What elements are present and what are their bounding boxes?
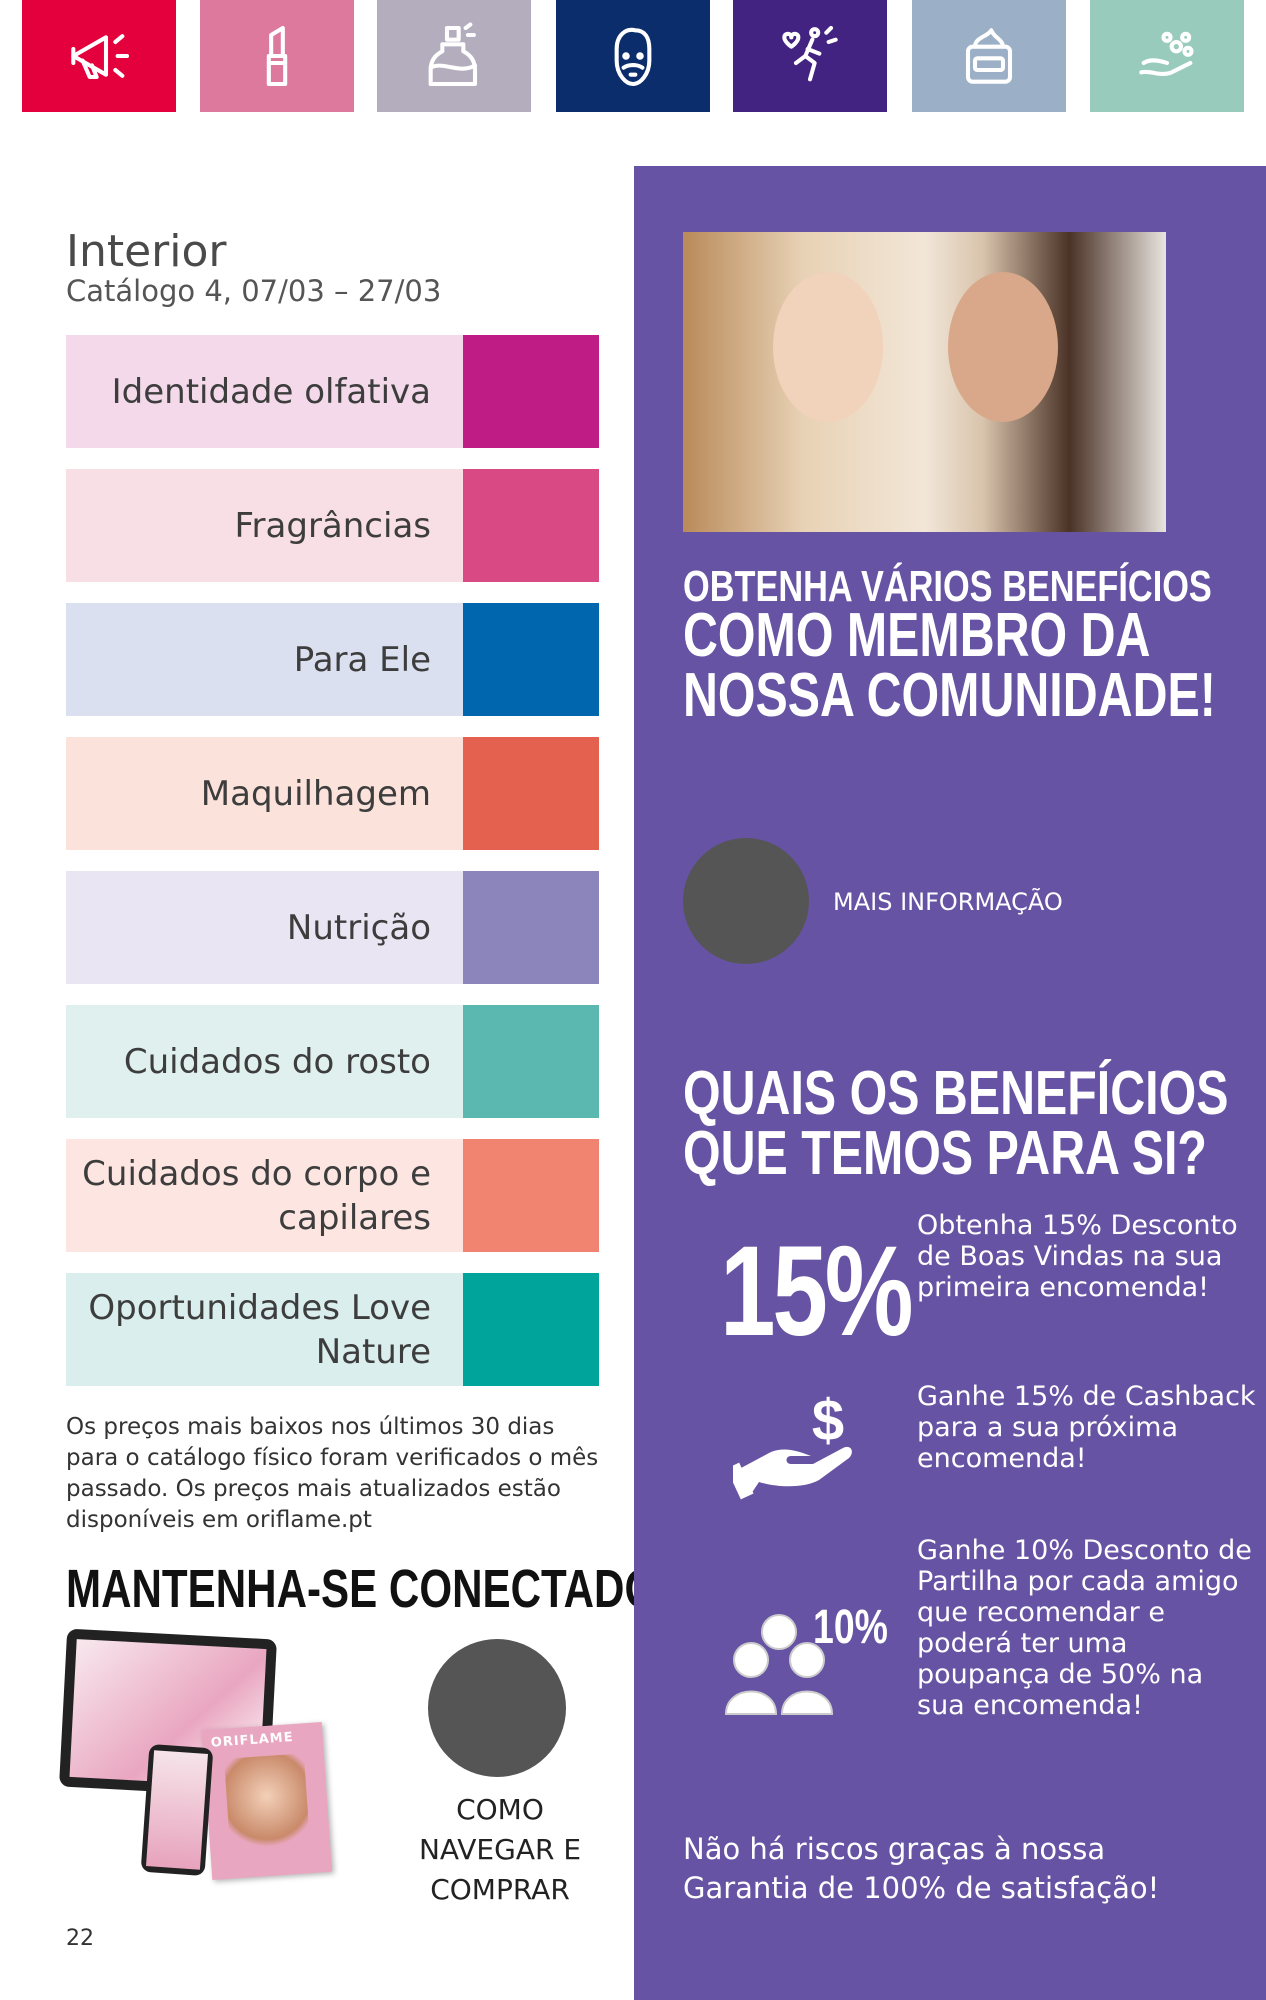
badge-10-percent: 10% (813, 1601, 888, 1654)
bearded-man-icon (614, 27, 652, 87)
category-link[interactable]: Para Ele (66, 603, 599, 716)
category-label: Identidade olfativa (66, 335, 463, 448)
wellness-runner-icon (782, 25, 838, 82)
cream-jar-icon (965, 28, 1013, 84)
category-tile-makeup[interactable] (200, 0, 354, 112)
guarantee-line: Não há riscos graças à nossa (683, 1832, 1106, 1866)
category-label: Nutrição (66, 871, 463, 984)
phone (140, 1743, 214, 1877)
category-link[interactable]: Oportunidades Love Nature (66, 1273, 599, 1386)
washing-hand-icon (1139, 31, 1194, 77)
category-color-swatch (463, 871, 599, 984)
more-info-link[interactable]: MAIS INFORMAÇÃO (833, 888, 1063, 916)
category-color-swatch (463, 737, 599, 850)
satisfaction-guarantee: Não há riscos graças à nossa Garantia de … (683, 1830, 1159, 1908)
qr-code-placeholder[interactable] (683, 838, 809, 964)
svg-text:$: $ (812, 1388, 844, 1453)
group-icon (724, 1614, 834, 1715)
category-color-swatch (463, 603, 599, 716)
category-link[interactable]: Fragrâncias (66, 469, 599, 582)
category-link[interactable]: Cuidados do rosto (66, 1005, 599, 1118)
category-tile-body-care[interactable] (1090, 0, 1244, 112)
headline-benefits: OBTENHA VÁRIOS BENEFÍCIOS (683, 562, 1212, 611)
category-label: Para Ele (66, 603, 463, 716)
devices-illustration: ORIFLAME (57, 1626, 342, 1886)
face-right (948, 272, 1058, 422)
category-label: Cuidados do corpo e capilares (66, 1139, 463, 1252)
badge-15-percent: 15% (720, 1220, 914, 1363)
category-link[interactable]: Identidade olfativa (66, 335, 599, 448)
guarantee-line: Garantia de 100% de satisfação! (683, 1871, 1160, 1905)
category-tile-promotions[interactable] (22, 0, 176, 112)
phone-screen (146, 1750, 208, 1870)
women-smiling-photo (683, 232, 1166, 532)
perfume-icon (428, 22, 478, 87)
category-tile-for-him[interactable] (556, 0, 710, 112)
benefit-referral: Ganhe 10% Desconto de Partilha por cada … (917, 1535, 1252, 1721)
category-label: Cuidados do rosto (66, 1005, 463, 1118)
benefits-title-line: QUE TEMOS PARA SI? (683, 1119, 1207, 1188)
category-tile-skincare[interactable] (912, 0, 1066, 112)
category-label: Maquilhagem (66, 737, 463, 850)
category-color-swatch (463, 335, 599, 448)
section-title: Interior (66, 226, 227, 277)
catalog-cover: ORIFLAME (201, 1721, 333, 1881)
category-tile-fragrances[interactable] (377, 0, 531, 112)
category-color-swatch (463, 1005, 599, 1118)
category-label: Oportunidades Love Nature (66, 1273, 463, 1386)
category-color-swatch (463, 1139, 599, 1252)
benefits-title-line: QUAIS OS BENEFÍCIOS (683, 1059, 1229, 1128)
face-left (773, 272, 883, 422)
category-link[interactable]: Cuidados do corpo e capilares (66, 1139, 599, 1252)
hand-dollar-icon: $ (733, 1388, 852, 1500)
qr-code-placeholder[interactable] (428, 1639, 566, 1777)
category-link[interactable]: Nutrição (66, 871, 599, 984)
catalog-dates: Catálogo 4, 07/03 – 27/03 (66, 274, 442, 308)
category-color-swatch (463, 1273, 599, 1386)
page-number: 22 (66, 1926, 94, 1951)
benefit-cashback: Ganhe 15% de Cashback para a sua próxima… (917, 1381, 1256, 1474)
category-link[interactable]: Maquilhagem (66, 737, 599, 850)
category-tile-wellness[interactable] (733, 0, 887, 112)
brand-logo: ORIFLAME (210, 1730, 295, 1751)
cover-model (223, 1753, 311, 1859)
benefits-title: QUAIS OS BENEFÍCIOS QUE TEMOS PARA SI? (683, 1059, 1229, 1188)
price-disclaimer: Os preços mais baixos nos últimos 30 dia… (66, 1414, 599, 1533)
how-to-shop-link[interactable]: COMO NAVEGAR E COMPRAR (418, 1793, 582, 1906)
lipstick-icon (266, 25, 288, 87)
stay-connected-title: MANTENHA-SE CONECTADO (66, 1559, 658, 1619)
benefit-welcome: Obtenha 15% Desconto de Boas Vindas na s… (917, 1210, 1238, 1303)
headline-line: NOSSA COMUNIDADE! (683, 661, 1216, 730)
headline-line: COMO MEMBRO DA (683, 601, 1151, 670)
megaphone-icon (71, 34, 130, 80)
category-color-swatch (463, 469, 599, 582)
category-label: Fragrâncias (66, 469, 463, 582)
headline-member: COMO MEMBRO DA NOSSA COMUNIDADE! (683, 601, 1216, 730)
